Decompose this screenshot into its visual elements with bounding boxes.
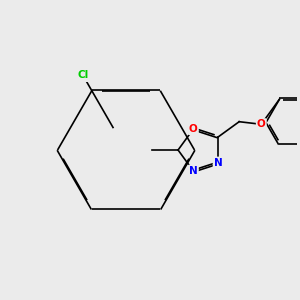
Text: O: O [257, 119, 266, 129]
Text: N: N [189, 166, 198, 176]
Text: N: N [214, 158, 223, 168]
Text: Cl: Cl [77, 70, 88, 80]
Text: O: O [189, 124, 198, 134]
